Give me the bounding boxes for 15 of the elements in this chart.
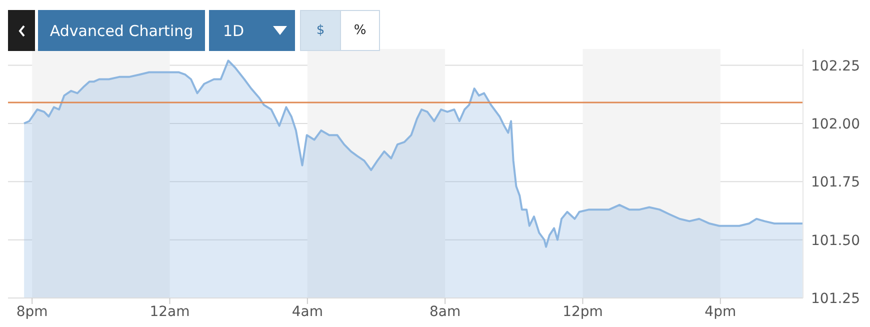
x-tick-label: 8am (430, 304, 461, 320)
x-tick-label: 4am (292, 304, 323, 320)
y-tick-label: 102.25 (811, 58, 860, 74)
dollar-toggle: $ (300, 10, 341, 51)
advanced-charting-button: Advanced Charting (38, 10, 205, 51)
percent-toggle: % (340, 10, 380, 51)
x-tick-label: 8pm (16, 304, 48, 320)
y-tick-label: 102.00 (811, 116, 860, 132)
x-tick-label: 12pm (562, 304, 603, 320)
x-tick-label: 12am (150, 304, 190, 320)
y-tick-label: 101.25 (811, 290, 860, 307)
y-tick-label: 101.50 (811, 232, 860, 249)
y-tick-label: 101.75 (811, 174, 860, 191)
x-tick-label: 4pm (704, 304, 736, 320)
period-dropdown: 1D (209, 10, 295, 51)
